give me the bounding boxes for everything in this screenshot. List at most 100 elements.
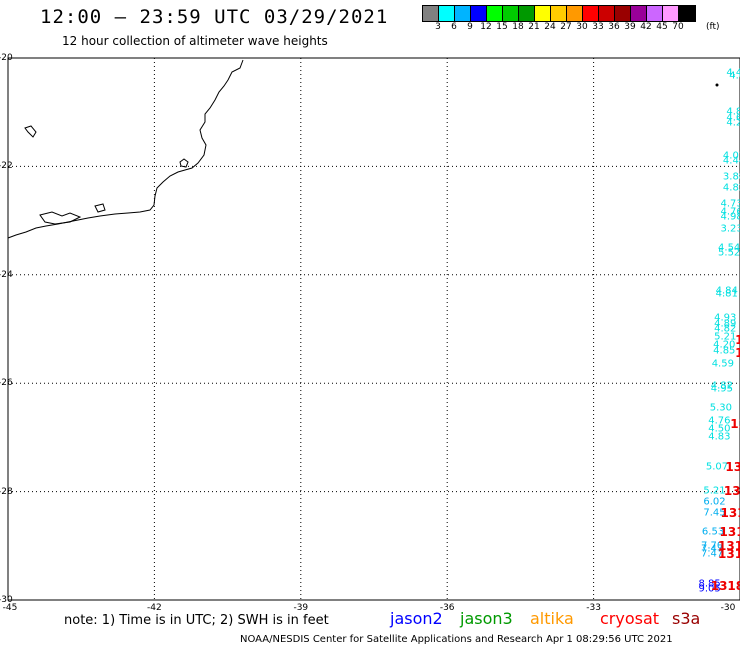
color-swatch [583,6,599,21]
cryosat-label: 131 [718,538,740,553]
wave-height-label: 4.82 [710,380,733,392]
color-swatch [439,6,455,21]
cryosat-label: 1 [735,332,740,347]
color-swatch [423,6,439,21]
wave-height-label: 4.84 [715,285,738,297]
latitude-tick-label: -20 [0,53,13,63]
wave-height-label: 4.76 [720,206,740,218]
longitude-tick-label: -39 [293,603,309,613]
wave-height-label: 5.07 [705,461,729,473]
cryosat-label: 1318 [710,579,740,594]
wave-height-label: 4.81 [715,288,738,300]
wave-height-label: 4.4 [726,67,740,79]
cryosat-label: 13 [730,416,740,431]
wave-height-label: 6.53 [701,526,725,538]
cryosat-label: 13 [723,483,740,498]
wave-height-label: 5.21 [714,331,737,343]
color-scale-unit: (ft) [706,22,720,32]
wave-height-label: 4.6 [729,70,740,82]
wave-height-label: 4.44 [722,155,740,167]
wave-height-label: 7.45 [703,507,726,519]
wave-height-label: 4.76 [708,415,731,427]
wave-height-label: 4.59 [711,358,734,370]
wave-height-label: 7.70 [700,540,724,552]
coastal-bay [94,203,106,213]
latitude-tick-label: -24 [0,269,13,280]
color-scale-label: 39 [624,22,636,32]
color-swatch [455,6,471,21]
wave-height-label: 4.98 [720,211,740,223]
longitude-tick-label: -36 [439,603,455,613]
legend-item-cryosat: cryosat [600,609,660,628]
wave-height-label: 4.6 [726,112,740,124]
cryosat-label: 131 [720,506,740,521]
color-swatch [487,6,503,21]
color-scale-label: 42 [640,22,652,32]
color-scale-bar [422,5,696,22]
color-scale-label: 21 [528,22,540,32]
footer-note: note: 1) Time is in UTC; 2) SWH is in fe… [64,613,329,628]
color-scale-label: 24 [544,22,556,32]
longitude-tick-label: -30 [720,603,736,613]
wave-height-label: 8.85 [698,578,721,590]
longitude-tick-label: -42 [147,603,162,613]
wave-height-label: 4.85 [713,345,736,357]
color-swatch [503,6,519,21]
island [179,158,189,168]
wave-height-label: 4.20 [713,339,736,351]
wave-height-label: 4.82 [714,323,737,335]
cryosat-label: 1 [735,346,740,361]
color-scale-label: 15 [496,22,508,32]
coastline [7,59,244,239]
color-swatch [679,6,695,21]
color-scale-label: 30 [576,22,588,32]
wave-height-label: 7.47 [700,543,724,554]
wave-height-label: 5.52 [718,247,740,259]
observation-point [715,83,719,87]
wave-height-label: 4.83 [708,431,731,443]
wave-height-label: 4.73 [720,198,740,210]
legend-item-jason2: jason2 [390,609,443,628]
footer-credit: NOAA/NESDIS Center for Satellite Applica… [240,634,673,645]
wave-height-label: 4.89 [714,318,737,330]
latitude-tick-label: -28 [0,486,13,497]
legend-item-s3a: s3a [672,609,701,628]
color-swatch [663,6,679,21]
color-swatch [519,6,535,21]
page-title: 12:00 – 23:59 UTC 03/29/2021 [40,6,389,28]
color-scale-label: 70 [672,22,684,32]
map-gridlines [8,58,740,600]
color-scale-label: 18 [512,22,524,32]
color-scale-label: 12 [480,22,492,32]
island [24,125,37,138]
wave-height-label: 6.02 [703,496,726,508]
latitude-tick-label: -22 [0,161,13,172]
wave-height-label: 4.54 [718,242,740,254]
wave-height-label: 4.93 [714,312,737,324]
map-frame [7,57,740,601]
wave-height-label: 4.2 [726,117,740,129]
color-scale-labels: 3 6 9 12 15 18 21 24 27 30 33 36 39 42 45 70 [422,22,740,34]
color-scale-label: 45 [656,22,668,32]
color-scale-label: 9 [467,22,473,32]
wave-height-label: 7.47 [700,548,724,560]
color-swatch [647,6,663,21]
color-scale-label: 33 [592,22,604,32]
wave-height-label: 9.05 [698,583,721,595]
wave-height-label: 4.01 [722,150,740,162]
color-scale-label: 6 [451,22,457,32]
color-swatch [631,6,647,21]
wave-height-label: 3.88 [722,171,740,183]
color-swatch [567,6,583,21]
longitude-tick-label: -33 [586,603,601,613]
color-scale-label: 36 [608,22,620,32]
color-swatch [535,6,551,21]
wave-height-label: 4.50 [708,423,731,435]
wave-height-label: 5.30 [709,402,732,414]
legend-item-altika: altika [530,609,574,628]
wave-height-label: 5.21 [703,485,726,497]
coastal-bay [39,211,82,225]
longitude-tick-label: -45 [2,603,18,613]
color-swatch [599,6,615,21]
